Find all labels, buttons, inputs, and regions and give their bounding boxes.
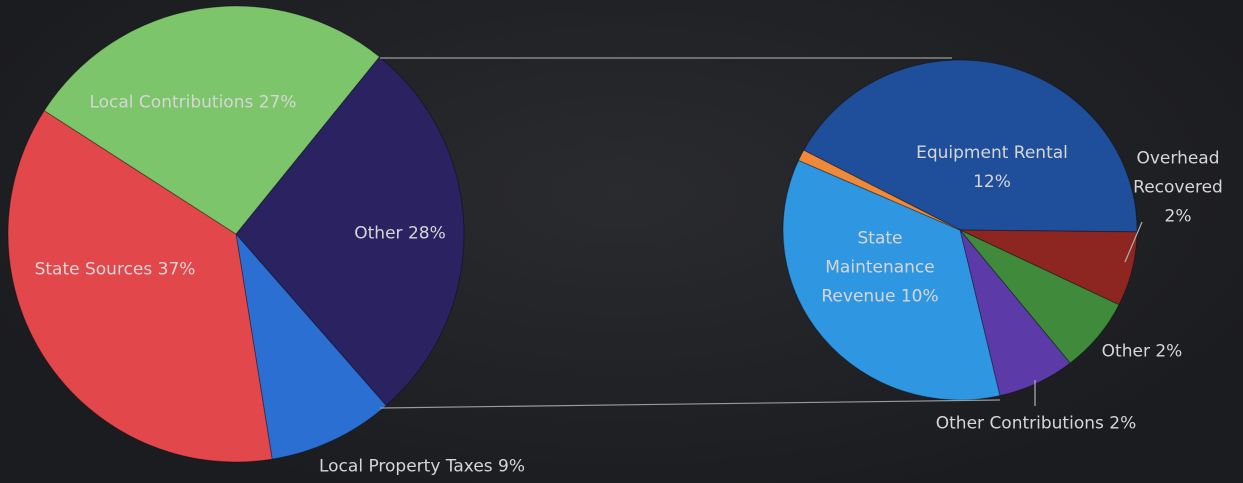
data-label: Other 2% (1101, 341, 1183, 362)
pie-slice (782, 159, 1001, 401)
pie-slice (797, 149, 961, 231)
data-label: Overhead Recovered 2% (1133, 148, 1223, 227)
pie-slice (959, 229, 1071, 397)
data-label: Equipment Rental 12% (916, 143, 1068, 192)
pie-slice (235, 232, 387, 460)
data-label: Other 28% (354, 223, 446, 244)
pie-slice (959, 229, 1138, 306)
leader-line (1124, 221, 1143, 263)
data-label: State Maintenance Revenue 10% (821, 228, 939, 307)
data-label: Local Contributions 27% (89, 92, 297, 113)
pie-slice (7, 109, 273, 463)
data-label: Local Property Taxes 9% (318, 456, 526, 477)
pie-slice (43, 5, 381, 235)
pie-slice (959, 229, 1120, 364)
connector-line (379, 399, 1001, 409)
pie-slice (235, 56, 465, 407)
pie-slice (803, 59, 1138, 233)
data-label: Other Contributions 2% (935, 413, 1137, 434)
data-label: State Sources 37% (34, 259, 196, 280)
